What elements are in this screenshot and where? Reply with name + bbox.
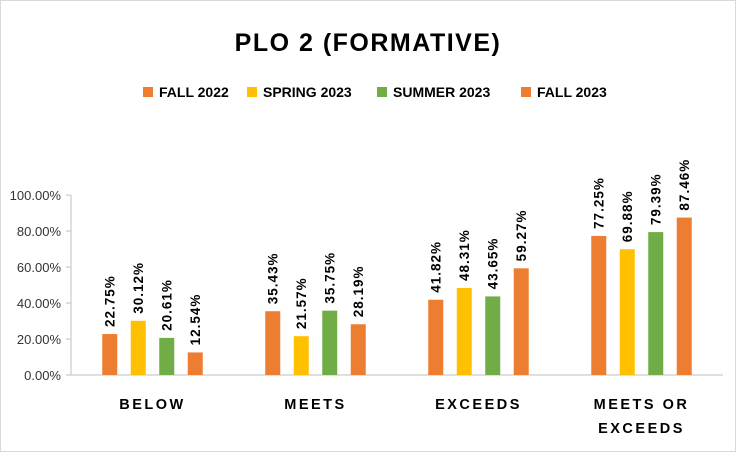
bar-3-1 [619, 249, 635, 375]
bar-3-3 [676, 217, 692, 375]
bar-3-2 [648, 232, 664, 375]
bar-1-3 [350, 324, 366, 375]
bar-0-1 [130, 320, 146, 375]
category-label-0-0: BELOW [119, 397, 185, 413]
y-tick-label-1: 20.00% [17, 332, 62, 347]
data-label-0-1: 30.12% [131, 262, 146, 314]
bar-2-0 [428, 299, 444, 375]
data-label-1-2: 35.75% [323, 252, 338, 304]
category-label-3-1: EXCEEDS [598, 421, 685, 437]
bar-2-2 [485, 296, 501, 375]
chart-title: PLO 2 (FORMATIVE) [235, 29, 502, 57]
bar-2-3 [513, 268, 529, 375]
legend-swatch-0 [143, 87, 153, 97]
bar-1-1 [293, 336, 309, 375]
legend-label-0: FALL 2022 [159, 84, 229, 100]
x-axis: BELOW MEETS EXCEEDS MEETS OR EXCEEDS [71, 374, 723, 437]
data-label-0-3: 12.54% [188, 294, 203, 346]
data-label-1-1: 21.57% [294, 277, 309, 329]
bar-1-2 [322, 310, 338, 375]
legend-label-2: SUMMER 2023 [393, 84, 490, 100]
data-labels: 22.75% 30.12% 20.61% 12.54% 35.43% 21.57% 35.7… [103, 159, 693, 346]
bar-0-3 [187, 352, 203, 375]
y-tick-label-3: 60.00% [17, 260, 62, 275]
bars [102, 217, 692, 375]
y-tick-label-2: 40.00% [17, 296, 62, 311]
data-label-3-3: 87.46% [677, 159, 692, 211]
data-label-2-1: 48.31% [457, 229, 472, 281]
data-label-2-2: 43.65% [486, 238, 501, 290]
legend-label-3: FALL 2023 [537, 84, 607, 100]
data-label-0-0: 22.75% [103, 275, 118, 327]
data-label-3-2: 79.39% [649, 173, 664, 225]
legend: FALL 2022 SPRING 2023 SUMMER 2023 FALL 2023 [143, 84, 607, 100]
data-label-0-2: 20.61% [160, 279, 175, 331]
category-label-3-0: MEETS OR [594, 397, 690, 413]
legend-swatch-3 [521, 87, 531, 97]
legend-swatch-1 [247, 87, 257, 97]
y-tick-label-0: 0.00% [24, 368, 61, 383]
legend-swatch-2 [377, 87, 387, 97]
category-label-1-0: MEETS [284, 397, 346, 413]
data-label-1-0: 35.43% [266, 252, 281, 304]
bar-1-0 [265, 311, 281, 375]
data-label-2-0: 41.82% [429, 241, 444, 293]
bar-2-1 [456, 288, 472, 375]
legend-label-1: SPRING 2023 [263, 84, 352, 100]
data-label-2-3: 59.27% [514, 210, 529, 262]
bar-3-0 [591, 235, 607, 375]
category-label-2-0: EXCEEDS [435, 397, 522, 413]
y-tick-label-4: 80.00% [17, 224, 62, 239]
data-label-3-0: 77.25% [592, 177, 607, 229]
y-tick-label-5: 100.00% [10, 188, 62, 203]
y-axis: 0.00% 20.00% 40.00% 60.00% 80.00% 100.00% [10, 188, 72, 383]
data-label-1-3: 28.19% [351, 265, 366, 317]
data-label-3-1: 69.88% [620, 190, 635, 242]
bar-0-2 [159, 337, 175, 375]
bar-0-0 [102, 334, 118, 375]
